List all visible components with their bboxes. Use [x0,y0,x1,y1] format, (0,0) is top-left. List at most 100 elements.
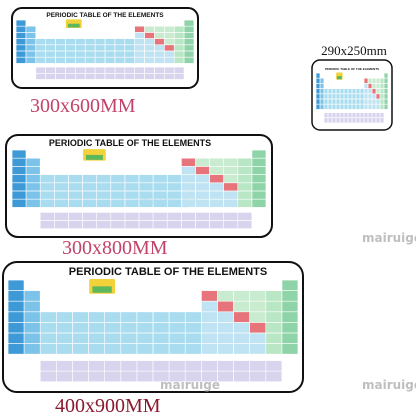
element-cell [55,51,66,58]
element-cell [217,290,234,302]
element-cell [368,112,372,118]
element-cell [95,57,105,64]
element-cell [233,301,250,312]
element-cell [316,104,320,110]
element-cell [233,322,250,333]
element-cell [110,182,125,191]
element-cell [356,112,360,118]
element-cell [380,83,384,89]
element-cell [75,51,86,58]
element-cell [281,280,298,291]
element-cell [96,199,111,208]
element-cell [376,88,380,94]
element-cell [332,88,336,94]
element-cell [88,322,105,333]
element-cell [233,311,250,323]
element-cell [72,311,89,323]
element-cell [376,83,380,89]
element-cell [249,333,266,344]
element-cell [85,38,96,45]
element-cell [12,158,27,167]
element-cell [72,360,89,372]
element-cell [344,112,348,118]
element-cell [8,333,25,344]
element-cell [184,38,194,45]
element-cell [320,78,324,84]
element-cell [181,174,196,183]
element-cell [114,38,125,45]
element-cell [134,44,145,51]
element-cell [68,212,83,221]
element-cell [169,322,186,333]
element-cell [195,174,210,183]
element-cell [124,73,135,80]
element-cell [124,38,135,45]
element-cell [144,73,155,80]
element-cell [153,333,170,344]
element-cell [251,150,266,159]
element-cell [185,360,202,372]
element-cell [181,166,196,175]
element-cell [85,51,96,58]
element-cell [65,38,76,45]
element-cell [154,32,165,39]
element-cell [139,220,154,229]
element-cell [68,220,83,229]
element-cell [25,32,36,39]
element-cell [320,88,324,94]
pad-title: PERIODIC TABLE OF THE ELEMENTS [325,67,379,71]
element-cell [249,360,266,372]
element-cell [324,104,328,110]
element-cell [364,83,368,89]
element-cell [55,38,66,45]
element-cell [65,73,76,80]
element-cell [201,360,218,372]
element-cell [336,104,340,110]
element-cell [75,67,86,74]
element-cell [136,311,153,323]
element-cell [281,311,298,323]
element-cell [139,212,154,221]
element-cell [105,73,115,80]
element-cell [344,93,348,99]
element-cell [185,371,202,382]
element-cell [24,290,41,302]
element-cell [251,158,266,167]
element-cell [265,343,282,355]
element-cell [332,93,336,99]
element-cell [376,117,380,123]
element-cell [237,191,252,200]
size-label: 300x600MM [30,95,136,117]
element-cell [233,360,250,372]
element-cell [169,333,186,344]
element-cell [134,32,145,39]
element-cell [169,360,186,372]
element-cell [332,104,336,110]
element-cell [372,78,376,84]
element-cell [195,182,210,191]
element-cell [105,67,115,74]
element-cell [324,88,328,94]
element-cell [24,333,41,344]
element-cell [217,333,234,344]
element-cell [12,191,27,200]
element-cell [185,333,202,344]
element-cell [174,57,185,64]
element-cell [153,182,168,191]
element-cell [376,112,380,118]
size-label: 300x800MM [62,237,168,259]
element-cell [40,174,55,183]
element-cell [223,220,238,229]
element-cell [65,67,76,74]
element-cell [153,360,170,372]
element-cell [167,212,182,221]
element-cell [209,220,224,229]
element-cell [75,73,86,80]
element-cell [233,290,250,302]
element-cell [134,38,145,45]
element-cell [153,174,168,183]
element-cell [8,290,25,302]
pad-title: PERIODIC TABLE OF THE ELEMENTS [46,12,164,19]
element-cell [364,78,368,84]
element-cell [40,311,57,323]
